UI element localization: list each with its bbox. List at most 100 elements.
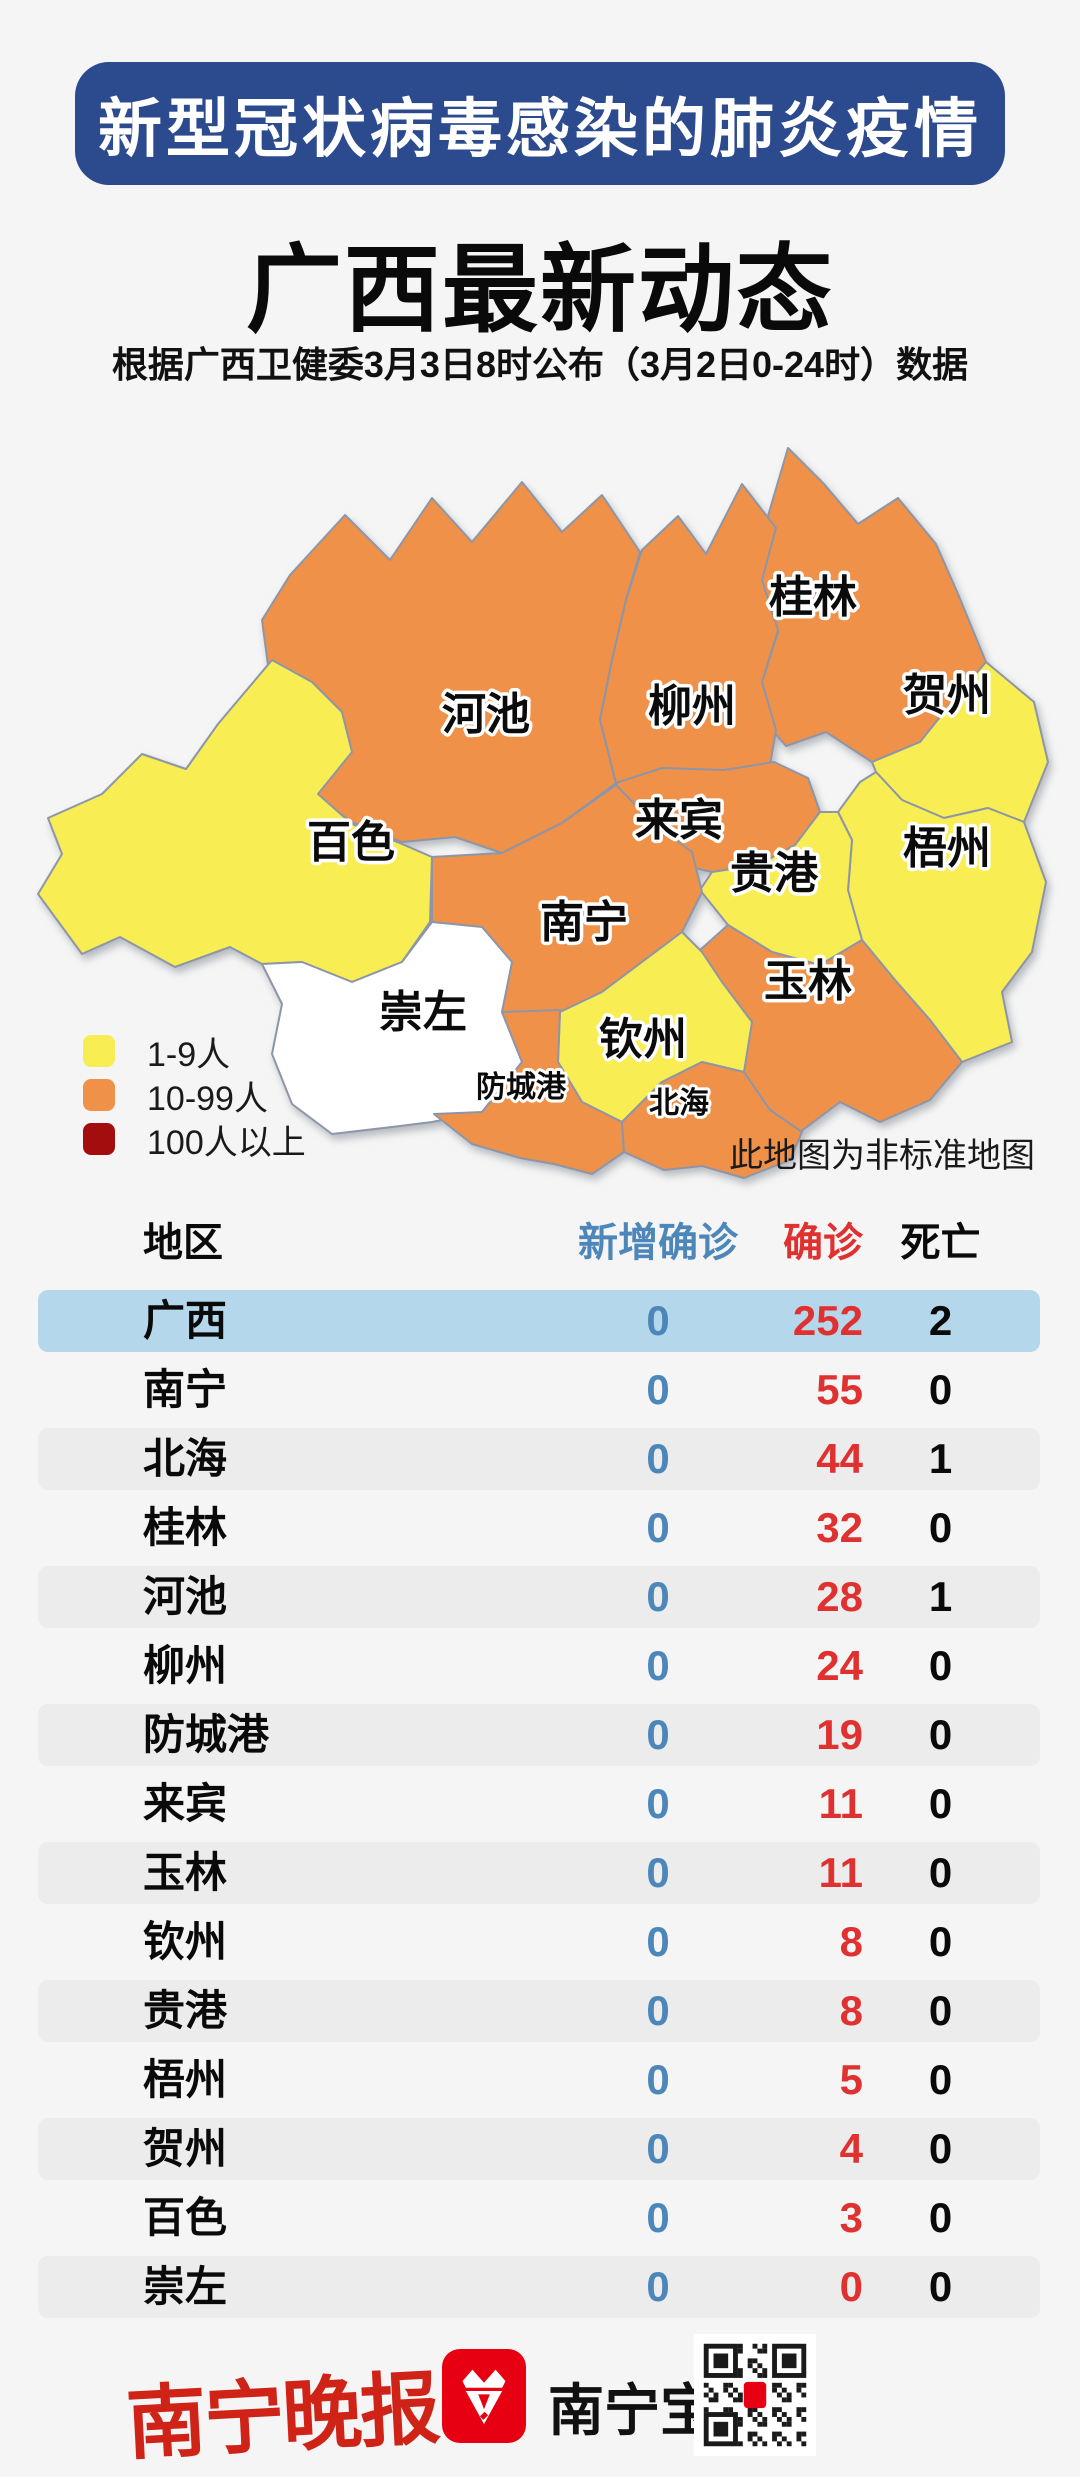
row-region: 河池	[143, 1573, 228, 1620]
map-label-liuzhou: 柳州	[648, 682, 736, 731]
qr-module	[703, 2407, 709, 2413]
row-region: 玉林	[143, 1849, 228, 1896]
row-region: 来宾	[143, 1780, 228, 1827]
row-deaths: 0	[928, 1642, 953, 1689]
qr-module	[737, 2416, 743, 2422]
row-confirmed: 11	[818, 1780, 863, 1827]
qr-module	[776, 2416, 782, 2422]
row-confirmed: 8	[839, 1918, 863, 1965]
legend-item-1: 10-99人	[83, 1079, 306, 1118]
row-new-confirmed: 0	[646, 1366, 670, 1413]
row-region: 北海	[143, 1435, 228, 1482]
qr-module	[737, 2397, 743, 2403]
nanningbao-app-icon	[442, 2349, 526, 2443]
qr-module	[796, 2436, 802, 2442]
row-deaths: 2	[928, 1297, 953, 1344]
qr-module	[747, 2431, 753, 2437]
table-row-13: 百色 0 3 0	[38, 2187, 1040, 2249]
qr-module	[762, 2421, 768, 2427]
row-new-confirmed: 0	[646, 1987, 670, 2034]
qr-module	[772, 2387, 777, 2393]
qr-module	[762, 2373, 768, 2378]
banner-text: 新型冠状病毒感染的肺炎疫情	[98, 92, 982, 165]
map-label-baise: 百色	[307, 818, 395, 867]
table-row-7: 来宾 0 11 0	[38, 1773, 1040, 1835]
legend-label: 1-9人	[147, 1035, 231, 1074]
row-confirmed: 28	[816, 1573, 863, 1620]
qr-module	[781, 2397, 787, 2403]
row-confirmed: 11	[818, 1849, 863, 1896]
qr-module	[733, 2397, 738, 2403]
legend-swatch	[83, 1079, 115, 1111]
qr-module	[781, 2436, 787, 2442]
row-deaths: 0	[928, 2263, 953, 2310]
qr-module	[747, 2412, 753, 2417]
qr-module	[796, 2431, 802, 2437]
map-label-guigang: 贵港	[730, 849, 819, 898]
map-label-laibin: 来宾	[635, 796, 723, 845]
col-header-region: 地区	[143, 1221, 223, 1265]
qr-module	[703, 2392, 709, 2398]
header-banner: 新型冠状病毒感染的肺炎疫情	[75, 62, 1005, 185]
qr-module	[772, 2436, 777, 2442]
qr-module	[728, 2392, 734, 2398]
qr-module	[752, 2431, 758, 2437]
map-legend: 1-9人 10-99人 100人以上	[83, 1035, 306, 1162]
qr-module	[762, 2343, 768, 2349]
row-confirmed: 3	[839, 2194, 863, 2241]
qr-module	[713, 2392, 719, 2398]
row-confirmed: 19	[816, 1711, 863, 1758]
qr-module	[723, 2387, 729, 2393]
qr-module	[743, 2381, 767, 2409]
qr-module	[776, 2382, 782, 2388]
qr-module	[796, 2382, 802, 2388]
newspaper-logo: 南宁晚报	[124, 2360, 441, 2472]
row-deaths: 0	[928, 1918, 953, 1965]
qr-module	[723, 2382, 729, 2388]
row-new-confirmed: 0	[646, 2194, 670, 2241]
map-label-nanning: 南宁	[540, 898, 628, 947]
map-regions-group	[37, 447, 1049, 1179]
row-confirmed: 8	[839, 1987, 863, 2034]
table-row-6: 防城港 0 19 0	[38, 1704, 1040, 1766]
qr-module	[752, 2407, 758, 2413]
legend-label: 100人以上	[147, 1123, 306, 1162]
qr-module	[781, 2412, 787, 2417]
page-title: 广西最新动态	[246, 237, 834, 344]
row-region: 南宁	[143, 1366, 228, 1413]
row-deaths: 0	[928, 2194, 953, 2241]
map-region-liuzhou	[599, 483, 779, 784]
row-new-confirmed: 0	[646, 1297, 670, 1344]
qr-module	[757, 2412, 763, 2417]
row-new-confirmed: 0	[646, 2263, 670, 2310]
row-region: 桂林	[143, 1504, 228, 1551]
row-deaths: 0	[928, 1849, 953, 1896]
map-label-hezhou: 贺州	[903, 671, 991, 720]
row-confirmed: 32	[816, 1504, 863, 1551]
row-new-confirmed: 0	[646, 1780, 670, 1827]
table-row-4: 河池 0 28 1	[38, 1566, 1040, 1628]
qr-module	[801, 2382, 807, 2388]
table-row-12: 贺州 0 4 0	[38, 2118, 1040, 2180]
qr-module	[762, 2416, 768, 2422]
qr-module	[708, 2397, 714, 2403]
row-deaths: 0	[928, 2125, 953, 2172]
row-deaths: 0	[928, 1504, 953, 1551]
row-region: 柳州	[143, 1642, 228, 1689]
qr-module	[723, 2407, 729, 2413]
row-new-confirmed: 0	[646, 2056, 670, 2103]
qr-module	[747, 2407, 753, 2413]
row-confirmed: 55	[816, 1366, 863, 1413]
qr-module	[796, 2407, 802, 2413]
legend-item-2: 100人以上	[83, 1123, 306, 1162]
qr-module	[781, 2421, 787, 2427]
qr-module	[801, 2392, 807, 2398]
map-region-beihai	[621, 1061, 803, 1179]
qr-code	[694, 2334, 816, 2456]
qr-module	[703, 2382, 709, 2388]
map-label-wuzhou: 梧州	[903, 824, 991, 873]
qr-module	[762, 2368, 768, 2374]
qr-module	[776, 2392, 782, 2398]
